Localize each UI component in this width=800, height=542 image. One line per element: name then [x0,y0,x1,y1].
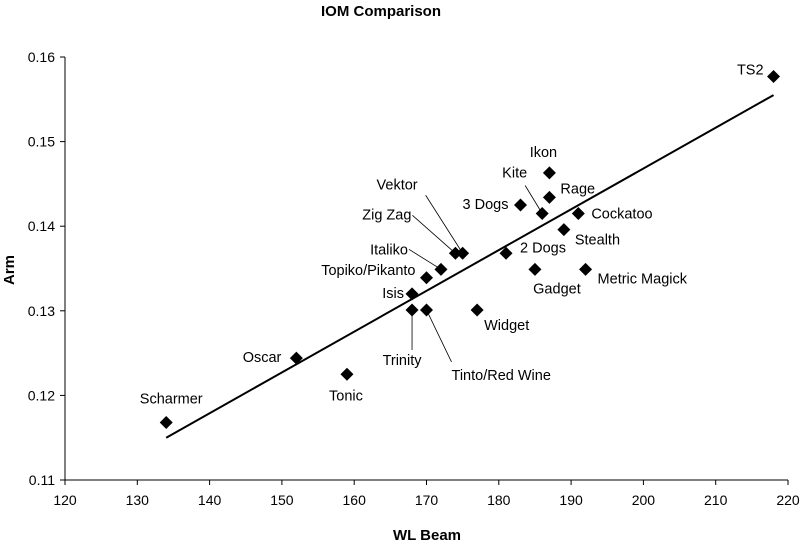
y-tick-label: 0.12 [28,387,55,403]
leader-line-kite [524,185,543,214]
point-label-kite: Kite [502,166,527,182]
point-label-zig-zag: Zig Zag [362,207,411,223]
x-tick-label: 170 [415,492,439,508]
leader-line-vektor [425,195,463,254]
y-tick-label: 0.11 [29,472,55,488]
leader-line-italiko [408,249,442,270]
point-marker-isis [405,287,419,301]
point-label-rage: Rage [560,181,595,197]
x-tick-label: 220 [776,492,800,508]
point-marker-3-dogs [513,198,527,212]
point-label-metric-magick: Metric Magick [598,271,688,287]
x-tick-label: 200 [632,492,656,508]
point-label-ts2: TS2 [737,62,764,78]
x-tick-label: 150 [270,492,294,508]
point-label-topiko-pikanto: Topiko/Pikanto [321,263,415,279]
x-axis-label: WL Beam [393,527,461,542]
point-label-isis: Isis [382,286,404,302]
point-marker-gadget [528,262,542,276]
point-marker-stealth [557,223,571,237]
point-marker-widget [470,303,484,317]
point-marker-scharmer [159,415,173,429]
x-tick-label: 130 [126,492,150,508]
x-tick-label: 160 [343,492,367,508]
point-label-tinto-red-wine: Tinto/Red Wine [452,368,551,384]
point-marker-topiko-pikanto [420,271,433,285]
point-label-2-dogs: 2 Dogs [520,240,566,256]
point-marker-ikon [542,166,556,180]
point-label-stealth: Stealth [575,233,620,249]
y-axis-label: Arm [1,255,18,285]
point-label-ikon: Ikon [530,145,557,161]
point-label-3-dogs: 3 Dogs [463,197,509,213]
y-tick-label: 0.14 [28,218,55,234]
y-tick-label: 0.13 [28,303,55,319]
point-label-vektor: Vektor [377,177,418,193]
y-tick-label: 0.16 [28,49,55,65]
point-marker-oscar [289,351,303,365]
point-label-cockatoo: Cockatoo [591,207,652,223]
x-tick-label: 120 [53,492,77,508]
x-tick-label: 210 [704,492,728,508]
chart-title: IOM Comparison [321,3,441,20]
leader-line-zig-zag [412,214,456,254]
point-marker-ts2 [767,69,781,83]
point-label-widget: Widget [484,318,529,334]
point-marker-2-dogs [499,246,513,260]
x-tick-label: 190 [559,492,583,508]
leader-line-tinto-red-wine [426,309,452,363]
y-tick-label: 0.15 [28,134,55,150]
x-tick-label: 140 [198,492,222,508]
point-label-scharmer: Scharmer [140,391,203,407]
point-marker-rage [542,190,556,204]
point-marker-metric-magick [579,262,593,276]
point-label-gadget: Gadget [533,281,581,297]
x-tick-label: 180 [487,492,511,508]
point-label-tonic: Tonic [329,388,363,404]
point-label-oscar: Oscar [243,350,282,366]
point-label-italiko: Italiko [370,242,408,258]
trendline [165,94,775,439]
point-label-trinity: Trinity [383,353,423,369]
point-marker-tonic [340,367,354,381]
point-marker-cockatoo [571,207,585,221]
